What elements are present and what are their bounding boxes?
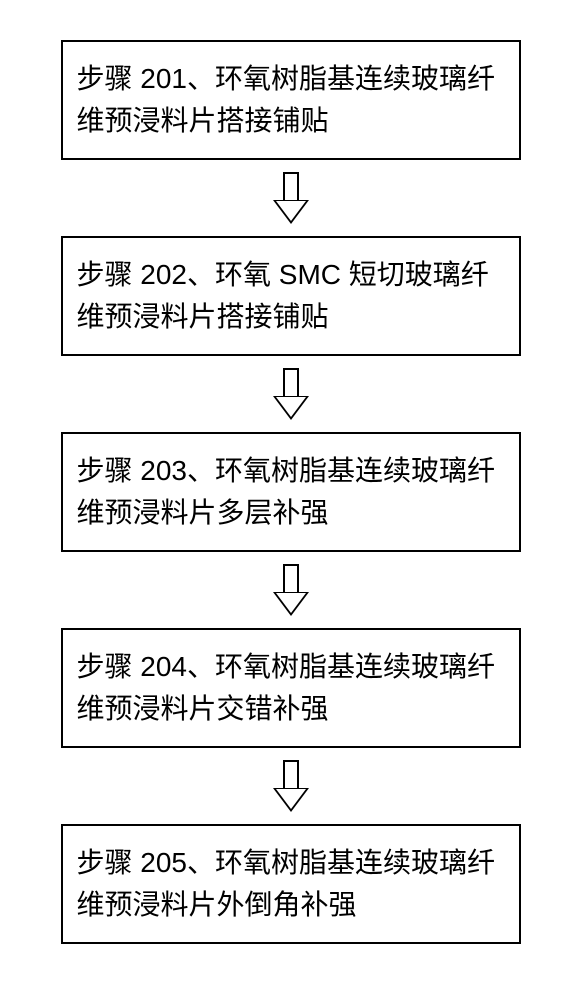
step-box-205: 步骤 205、环氧树脂基连续玻璃纤维预浸料片外倒角补强: [61, 824, 521, 944]
step-text: 步骤 204、环氧树脂基连续玻璃纤维预浸料片交错补强: [77, 651, 496, 724]
step-text: 步骤 201、环氧树脂基连续玻璃纤维预浸料片搭接铺贴: [77, 63, 496, 136]
step-box-201: 步骤 201、环氧树脂基连续玻璃纤维预浸料片搭接铺贴: [61, 40, 521, 160]
step-box-203: 步骤 203、环氧树脂基连续玻璃纤维预浸料片多层补强: [61, 432, 521, 552]
down-arrow-icon: [275, 368, 307, 420]
step-box-202: 步骤 202、环氧 SMC 短切玻璃纤维预浸料片搭接铺贴: [61, 236, 521, 356]
arrow-2: [275, 368, 307, 420]
step-text: 步骤 202、环氧 SMC 短切玻璃纤维预浸料片搭接铺贴: [77, 259, 489, 332]
arrow-1: [275, 172, 307, 224]
down-arrow-icon: [275, 564, 307, 616]
arrow-4: [275, 760, 307, 812]
down-arrow-icon: [275, 760, 307, 812]
arrow-3: [275, 564, 307, 616]
step-text: 步骤 203、环氧树脂基连续玻璃纤维预浸料片多层补强: [77, 455, 496, 528]
step-text: 步骤 205、环氧树脂基连续玻璃纤维预浸料片外倒角补强: [77, 847, 496, 920]
down-arrow-icon: [275, 172, 307, 224]
flowchart-container: 步骤 201、环氧树脂基连续玻璃纤维预浸料片搭接铺贴 步骤 202、环氧 SMC…: [60, 40, 521, 944]
step-box-204: 步骤 204、环氧树脂基连续玻璃纤维预浸料片交错补强: [61, 628, 521, 748]
